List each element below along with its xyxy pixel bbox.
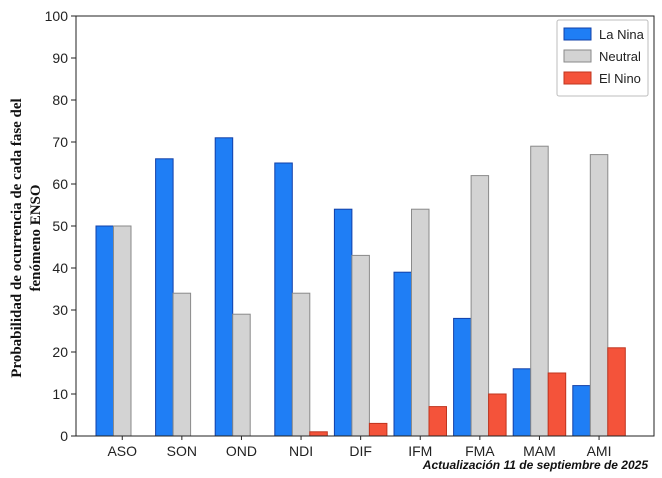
x-tick-label: MAM <box>523 443 556 459</box>
bar-el-nino-dif <box>368 422 388 437</box>
legend-label: Neutral <box>599 49 641 64</box>
update-footnote: Actualización 11 de septiembre de 2025 <box>422 458 648 472</box>
y-tick-label: 50 <box>52 218 68 234</box>
y-axis-label-line2: fenómeno ENSO <box>28 184 44 291</box>
legend-label: El Nino <box>599 71 641 86</box>
legend-swatch <box>563 49 592 63</box>
bar-el-nino-mam <box>547 372 567 437</box>
x-tick-label: NDI <box>289 443 313 459</box>
y-tick-label: 30 <box>52 302 68 318</box>
x-tick-label: OND <box>226 443 257 459</box>
bar-neutral-mam <box>530 145 549 437</box>
legend-label: La Nina <box>599 27 645 42</box>
legend-swatch <box>563 27 592 41</box>
y-tick-label: 70 <box>52 134 68 150</box>
legend: La Nina Neutral El Nino <box>556 19 649 97</box>
x-tick-label: FMA <box>465 443 495 459</box>
y-axis-ticks: 0 10 20 30 40 50 60 70 80 90 100 <box>45 8 76 444</box>
bar-neutral-ami <box>589 154 609 437</box>
bar-el-nino-ifm <box>428 406 447 437</box>
x-tick-label: DIF <box>349 443 372 459</box>
y-tick-label: 10 <box>52 386 68 402</box>
x-tick-label: SON <box>167 443 197 459</box>
y-axis-label-line1: Probabilidad de ocurrencia de cada fase … <box>9 98 25 377</box>
bar-la-nina-fma <box>453 317 472 437</box>
y-tick-label: 90 <box>52 50 68 66</box>
bar-la-nina-ifm <box>393 271 412 437</box>
x-tick-label: ASO <box>107 443 137 459</box>
bar-el-nino-ndi <box>309 431 328 437</box>
y-tick-label: 40 <box>52 260 68 276</box>
bar-la-nina-ond <box>214 137 234 437</box>
plot-frame <box>75 15 655 437</box>
bar-neutral-ifm <box>411 208 430 437</box>
y-tick-label: 20 <box>52 344 68 360</box>
x-tick-label: AMI <box>587 443 612 459</box>
bar-la-nina-ami <box>572 385 591 437</box>
bar-neutral-ndi <box>291 292 311 437</box>
bar-neutral-dif <box>351 254 370 437</box>
x-tick-label: IFM <box>408 443 432 459</box>
bar-neutral-fma <box>470 175 490 437</box>
bar-neutral-aso <box>113 225 132 437</box>
bar-la-nina-son <box>155 158 174 437</box>
legend-swatch <box>563 71 592 85</box>
bar-la-nina-ndi <box>274 162 293 437</box>
x-axis-ticks: ASO SON OND NDI DIF IFM FMA MAM AMI <box>107 436 611 459</box>
bar-la-nina-aso <box>95 225 114 437</box>
bar-el-nino-ami <box>607 347 626 437</box>
y-tick-label: 80 <box>52 92 68 108</box>
bar-neutral-son <box>172 292 192 437</box>
bars-layer <box>95 137 626 437</box>
bar-el-nino-fma <box>488 393 507 437</box>
y-tick-label: 60 <box>52 176 68 192</box>
y-tick-label: 100 <box>45 8 69 24</box>
bar-la-nina-mam <box>512 368 532 437</box>
bar-neutral-ond <box>232 313 251 437</box>
y-tick-label: 0 <box>60 428 68 444</box>
bar-la-nina-dif <box>333 208 353 437</box>
y-axis-label: Probabilidad de ocurrencia de cada fase … <box>9 98 44 377</box>
